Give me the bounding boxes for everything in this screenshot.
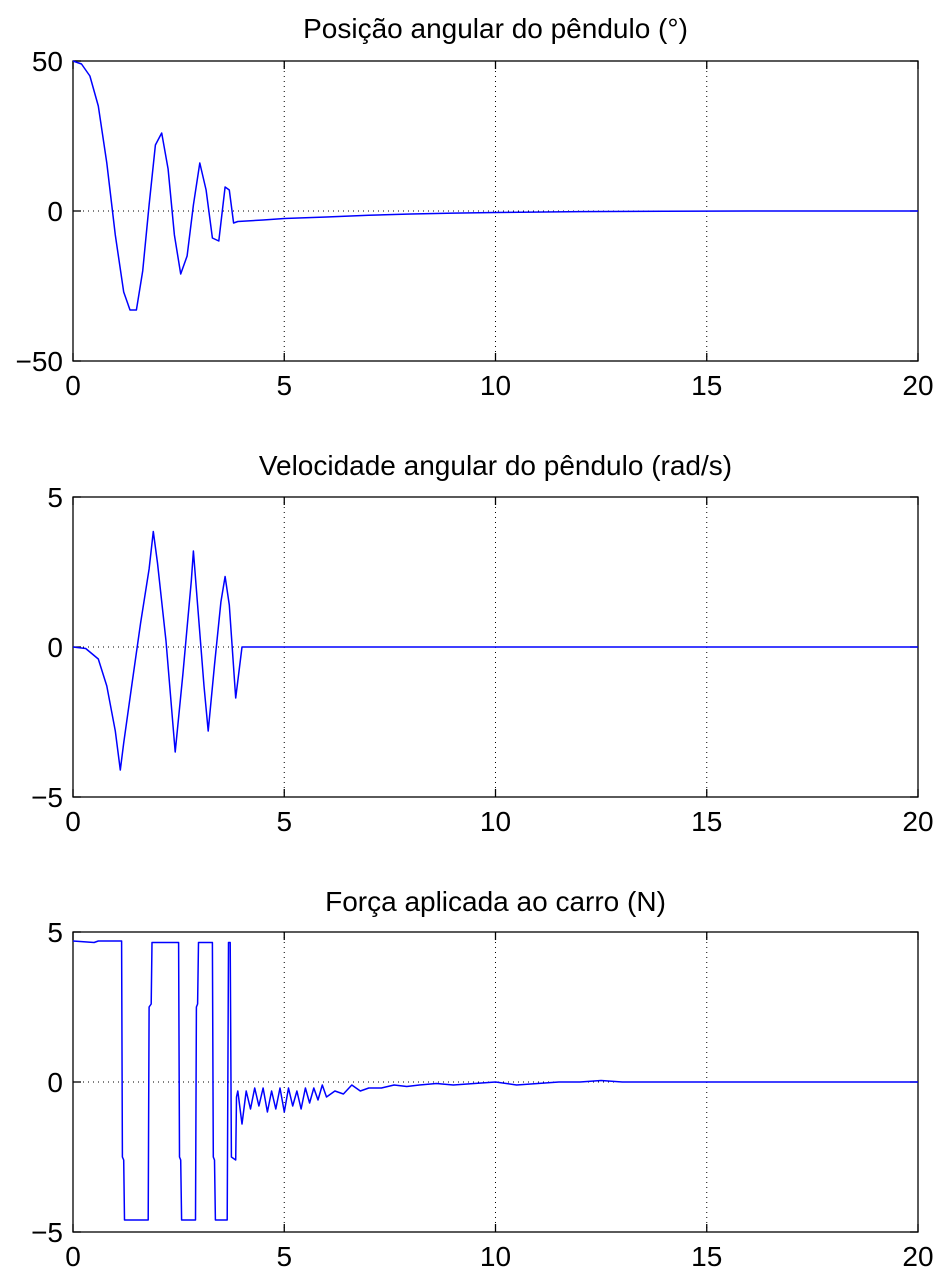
angle-x-tick-label: 0	[65, 370, 81, 401]
angle-y-tick-label: −50	[16, 346, 64, 377]
force-chart-title: Força aplicada ao carro (N)	[325, 886, 666, 917]
velocity-chart-title: Velocidade angular do pêndulo (rad/s)	[259, 450, 732, 481]
velocity-x-tick-label: 15	[691, 806, 722, 837]
force-series-line	[72, 940, 918, 1221]
force-x-tick-label: 20	[902, 1241, 933, 1272]
velocity-y-tick-label: 5	[47, 482, 63, 513]
angle-y-tick-label: 0	[47, 196, 63, 227]
angle-x-tick-label: 10	[480, 370, 511, 401]
angle-x-tick-label: 5	[276, 370, 292, 401]
angle-y-tick-label: 50	[32, 46, 63, 77]
force-x-tick-label: 10	[480, 1241, 511, 1272]
velocity-y-tick-label: −5	[31, 782, 63, 813]
velocity-x-tick-label: 5	[276, 806, 292, 837]
velocity-x-tick-label: 10	[480, 806, 511, 837]
angle-x-tick-label: 20	[902, 370, 933, 401]
velocity-x-tick-label: 20	[902, 806, 933, 837]
angle-series-line	[72, 60, 918, 311]
force-y-tick-label: 5	[47, 917, 63, 948]
velocity-series-line	[72, 530, 918, 771]
angle-chart-title: Posição angular do pêndulo (°)	[303, 13, 688, 44]
force-y-tick-label: 0	[47, 1067, 63, 1098]
angle-x-tick-label: 15	[691, 370, 722, 401]
force-x-tick-label: 0	[65, 1241, 81, 1272]
force-y-tick-label: −5	[31, 1217, 63, 1248]
force-x-tick-label: 15	[691, 1241, 722, 1272]
velocity-y-tick-label: 0	[47, 632, 63, 663]
velocity-x-tick-label: 0	[65, 806, 81, 837]
force-x-tick-label: 5	[276, 1241, 292, 1272]
